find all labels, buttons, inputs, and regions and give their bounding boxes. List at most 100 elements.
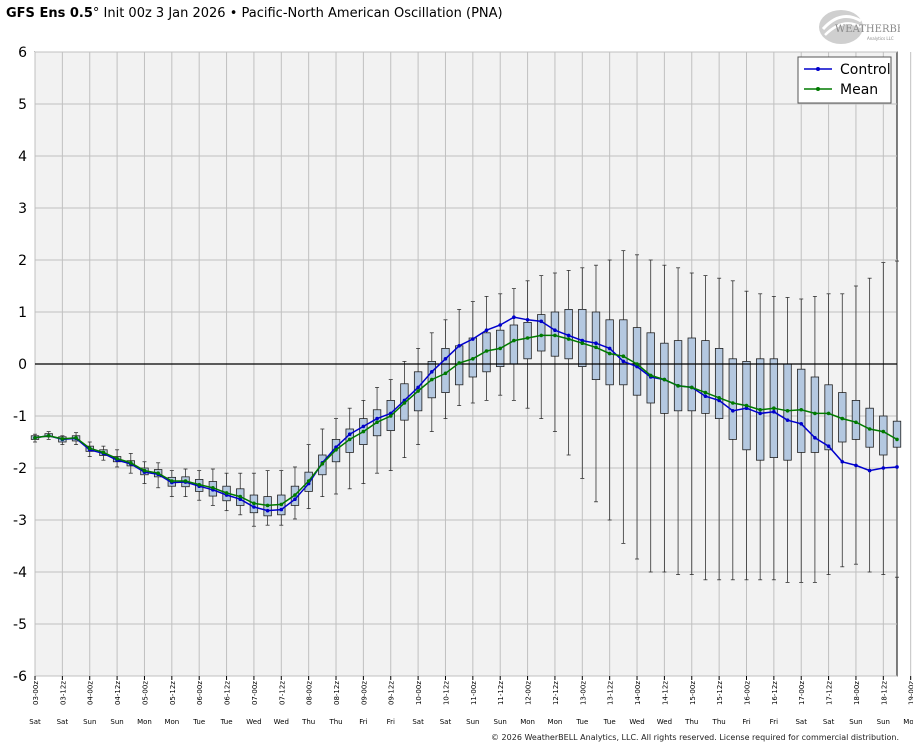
series-point-mean	[621, 354, 626, 359]
y-tick-label: -5	[13, 617, 27, 633]
series-point-control	[334, 445, 338, 450]
series-point-mean	[895, 437, 899, 442]
series-point-mean	[607, 351, 612, 356]
series-point-mean	[224, 491, 229, 495]
ensemble-box	[632, 327, 642, 396]
series-point-mean	[60, 437, 65, 441]
series-point-mean	[115, 456, 119, 461]
series-point-mean	[252, 501, 256, 506]
series-point-mean	[772, 406, 776, 411]
series-point-control	[594, 341, 598, 346]
day-label: Sun	[494, 718, 507, 726]
day-label: Thu	[301, 718, 315, 726]
x-tick-label: 08-12z	[333, 681, 341, 705]
x-tick-label: 05-12z	[169, 681, 177, 705]
ensemble-box	[687, 337, 696, 412]
series-point-mean	[662, 377, 667, 382]
day-label: Thu	[712, 718, 726, 726]
series-point-control	[731, 409, 735, 413]
day-label: Tue	[603, 718, 616, 726]
y-tick-label: 4	[18, 149, 27, 165]
series-point-control	[293, 497, 297, 502]
x-tick-label: 06-00z	[196, 681, 204, 705]
series-point-mean	[635, 362, 639, 366]
series-point-mean	[498, 346, 503, 351]
series-point-mean	[128, 461, 133, 465]
x-tick-label: 07-00z	[251, 681, 259, 705]
series-point-control	[621, 359, 626, 364]
weatherbell-logo: WEATHERBELL Analytics LLC	[819, 10, 900, 44]
day-label: Tue	[220, 718, 233, 726]
series-line-control	[34, 316, 898, 512]
series-line-mean	[34, 334, 898, 507]
series-point-mean	[676, 384, 680, 388]
day-label: Mon	[164, 718, 179, 726]
series-point-mean	[566, 337, 571, 341]
series-point-control	[252, 505, 256, 509]
x-tick-label: 17-00z	[798, 681, 806, 705]
legend: Control Mean	[797, 56, 892, 104]
ensemble-box	[714, 347, 724, 419]
series-point-control	[826, 444, 831, 448]
legend-marker-mean	[816, 87, 820, 91]
logo-subtext: Analytics LLC	[867, 36, 894, 41]
series-point-mean	[799, 407, 804, 412]
series-point-mean	[813, 411, 817, 416]
day-label: Tue	[575, 718, 588, 726]
series-point-mean	[785, 409, 790, 413]
series-point-mean	[416, 389, 420, 393]
model-name: GFS Ens 0.5	[6, 6, 93, 21]
ensemble-box	[509, 324, 519, 365]
series-point-mean	[293, 493, 297, 497]
day-label: Fri	[742, 718, 750, 726]
x-tick-label: 17-12z	[826, 681, 834, 705]
ensemble-box	[523, 321, 532, 360]
day-label: Wed	[657, 718, 672, 726]
ensemble-box	[578, 308, 587, 367]
x-tick-label: 16-12z	[771, 681, 779, 705]
legend-marker-control	[816, 67, 820, 71]
series-point-control	[512, 315, 516, 320]
series-point-mean	[87, 446, 92, 451]
series-point-mean	[580, 341, 585, 346]
y-tick-label: 0	[18, 357, 27, 373]
day-label: Mon	[548, 718, 563, 726]
series-point-control	[498, 323, 503, 327]
y-tick-label: -1	[13, 409, 27, 425]
x-tick-label: 10-00z	[415, 681, 423, 705]
series-point-control	[717, 398, 721, 403]
day-label: Mon	[520, 718, 535, 726]
day-label: Sat	[412, 718, 424, 726]
day-label: Sat	[57, 718, 69, 726]
series-point-mean	[101, 450, 106, 455]
series-point-control	[758, 411, 762, 416]
ensemble-box	[537, 314, 546, 352]
series-point-control	[867, 468, 872, 473]
series-point-mean	[758, 407, 762, 412]
series-point-mean	[689, 385, 694, 390]
y-tick-label: 2	[18, 253, 27, 269]
day-label: Mon	[137, 718, 152, 726]
legend-label-mean: Mean	[840, 82, 878, 98]
x-tick-labels: 03-00z Sat 03-12z Sat 04-00z Sun 04-12z Sun 05-0…	[29, 676, 913, 726]
series-point-mean	[320, 462, 325, 466]
copyright-footer: © 2026 WeatherBELL Analytics, LLC. All r…	[491, 733, 899, 742]
y-tick-label: -3	[13, 513, 27, 529]
x-tick-label: 03-12z	[59, 681, 67, 705]
y-tick-label: 1	[18, 305, 27, 321]
series-point-control	[265, 508, 270, 513]
ensemble-box	[851, 399, 861, 440]
series-point-control	[813, 436, 817, 440]
series-point-mean	[443, 371, 448, 376]
x-tick-label: 07-12z	[278, 681, 286, 705]
series-point-mean	[484, 349, 489, 353]
x-tick-label: 08-00z	[306, 681, 314, 705]
series-point-control	[580, 338, 585, 343]
day-label: Thu	[684, 718, 698, 726]
series-point-mean	[402, 401, 407, 405]
x-tick-label: 06-12z	[224, 681, 232, 705]
x-tick-label: 12-00z	[525, 681, 533, 705]
chart-title: GFS Ens 0.5° Init 00z 3 Jan 2026 • Pacif…	[6, 6, 503, 21]
series-point-mean	[238, 494, 243, 499]
day-label: Sat	[795, 718, 807, 726]
